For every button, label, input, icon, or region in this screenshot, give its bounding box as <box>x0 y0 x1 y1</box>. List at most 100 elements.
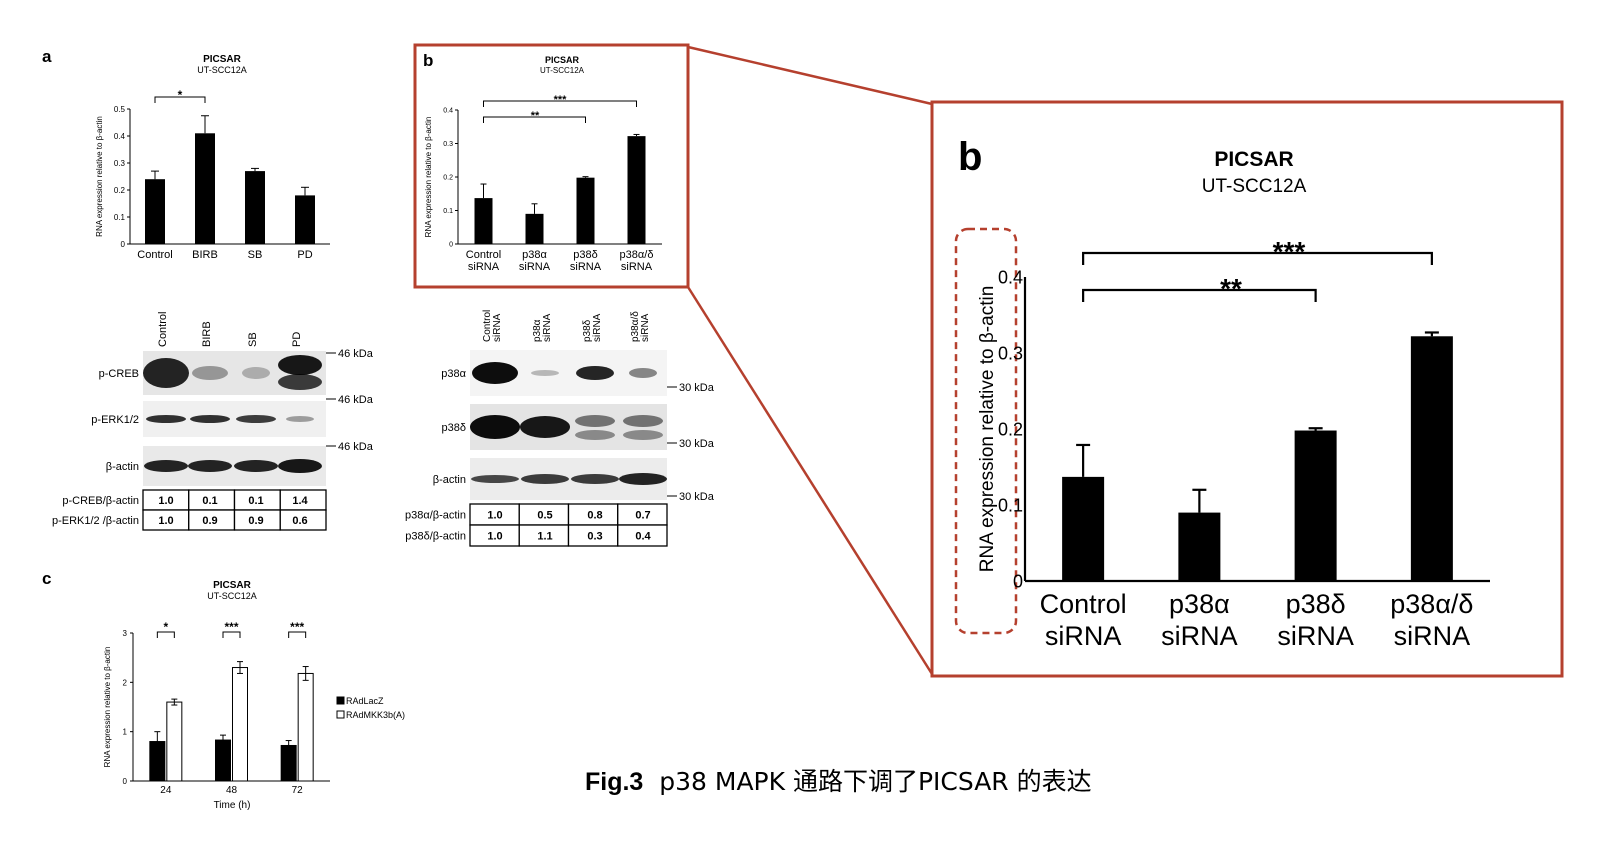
chart-title: PICSAR <box>545 55 580 65</box>
legend-label: RAdMKK3b(A) <box>346 710 405 720</box>
x-tick-label: p38α/δ <box>1390 589 1473 619</box>
x-tick-label: siRNA <box>1394 621 1471 651</box>
bar <box>576 177 595 244</box>
wb-band <box>188 460 232 472</box>
x-tick-label: siRNA <box>519 261 551 273</box>
wb-band <box>571 474 619 484</box>
wb-band <box>192 366 228 380</box>
quant-row-label: p38α/β-actin <box>405 510 466 522</box>
quant-cell <box>617 524 668 547</box>
significance-bracket <box>483 100 637 107</box>
x-tick-label: Control <box>1040 589 1127 619</box>
wb-band <box>234 460 278 472</box>
y-tick-label: 0 <box>449 241 453 248</box>
bar <box>245 171 265 244</box>
wb-marker-label: 46 kDa <box>338 348 374 360</box>
bar <box>232 667 248 782</box>
bar <box>1410 336 1453 581</box>
chart-title: PICSAR <box>203 54 242 65</box>
y-tick-label: 0.3 <box>998 343 1023 363</box>
chart-title: PICSAR <box>1214 148 1293 171</box>
chart-subtitle: UT-SCC12A <box>540 66 585 75</box>
western-blot-a: Control BIRB SB PD p-CREB p-ERK1/2 β-actin 46 k… <box>52 312 374 531</box>
wb-lane-label: p38δ <box>582 319 593 342</box>
y-tick-label: 0.4 <box>443 107 453 114</box>
chart-subtitle: UT-SCC12A <box>197 65 247 75</box>
chart-title: PICSAR <box>213 580 252 591</box>
x-axis-label: Time (h) <box>214 800 251 811</box>
significance-label: *** <box>554 94 568 106</box>
bar <box>215 739 231 782</box>
panel-a-letter: a <box>42 47 52 66</box>
bar <box>297 672 314 782</box>
significance-label: ** <box>1220 273 1242 304</box>
quant-row-label: p-ERK1/2 /β-actin <box>52 515 139 527</box>
y-tick-label: 0.5 <box>114 105 126 114</box>
highlight-box-zoom <box>930 100 1564 678</box>
wb-lane-label: SB <box>247 332 259 347</box>
quant-value: 1.0 <box>158 495 173 507</box>
wb-lane-label: Control <box>157 312 169 347</box>
x-tick-label: p38δ <box>1286 589 1346 619</box>
quant-row-label: p38δ/β-actin <box>405 531 466 543</box>
wb-band <box>521 474 569 484</box>
y-tick-label: 1 <box>123 728 128 737</box>
bar <box>1062 476 1105 581</box>
x-tick-label: Control <box>466 249 501 261</box>
wb-band <box>278 374 322 390</box>
quant-value: 1.0 <box>158 515 173 527</box>
quant-value: 0.1 <box>248 495 263 507</box>
bar <box>166 701 183 782</box>
x-tick-label: siRNA <box>468 261 500 273</box>
x-tick-label: p38α <box>522 249 547 261</box>
wb-marker-label: 46 kDa <box>338 441 374 453</box>
bar <box>627 136 646 244</box>
quant-cell <box>279 509 327 531</box>
wb-lane-label: p38α <box>532 319 543 342</box>
x-tick-label: siRNA <box>1161 621 1238 651</box>
panel-c-letter: c <box>42 569 51 588</box>
y-tick-label: 0.1 <box>114 213 126 222</box>
significance-bracket <box>1082 251 1433 265</box>
legend-label: RAdLacZ <box>346 696 384 706</box>
x-tick-label: p38α <box>1169 589 1230 619</box>
bar <box>195 133 215 244</box>
zoom-highlight: bb <box>413 43 1564 678</box>
wb-band <box>623 430 663 440</box>
highlight-box-small <box>413 43 690 289</box>
wb-marker-label: 46 kDa <box>338 394 374 406</box>
x-tick-label: Control <box>137 249 172 261</box>
quant-value: 0.9 <box>248 515 263 527</box>
quant-value: 0.1 <box>202 495 217 507</box>
y-axis-label: RNA expression relative to β-actin <box>977 286 998 573</box>
x-tick-label: siRNA <box>1277 621 1354 651</box>
y-tick-label: 0 <box>1013 571 1023 591</box>
y-tick-label: 0.4 <box>114 132 126 141</box>
wb-band <box>575 430 615 440</box>
significance-bracket <box>154 96 206 103</box>
quant-value: 1.0 <box>487 510 502 522</box>
quant-value: 1.4 <box>292 495 308 507</box>
chart-subtitle: UT-SCC12A <box>1202 176 1307 197</box>
wb-band <box>471 475 519 483</box>
bar <box>295 195 315 244</box>
caption-text: p38 MAPK 通路下调了PICSAR 的表达 <box>659 767 1092 796</box>
wb-band <box>623 415 663 427</box>
bar <box>1294 430 1337 581</box>
figure-caption: Fig.3 p38 MAPK 通路下调了PICSAR 的表达 <box>585 762 1092 798</box>
y-tick-label: 0 <box>123 777 128 786</box>
wb-band <box>575 415 615 427</box>
wb-band-label: β-actin <box>106 461 139 473</box>
wb-band <box>576 366 614 380</box>
wb-lane-label: Control <box>482 310 493 342</box>
quant-value: 0.5 <box>537 510 552 522</box>
x-tick-label: siRNA <box>621 261 653 273</box>
x-tick-label: 48 <box>226 785 238 796</box>
wb-band <box>143 358 189 388</box>
significance-label: *** <box>224 620 238 634</box>
wb-lane-label: siRNA <box>592 313 603 342</box>
